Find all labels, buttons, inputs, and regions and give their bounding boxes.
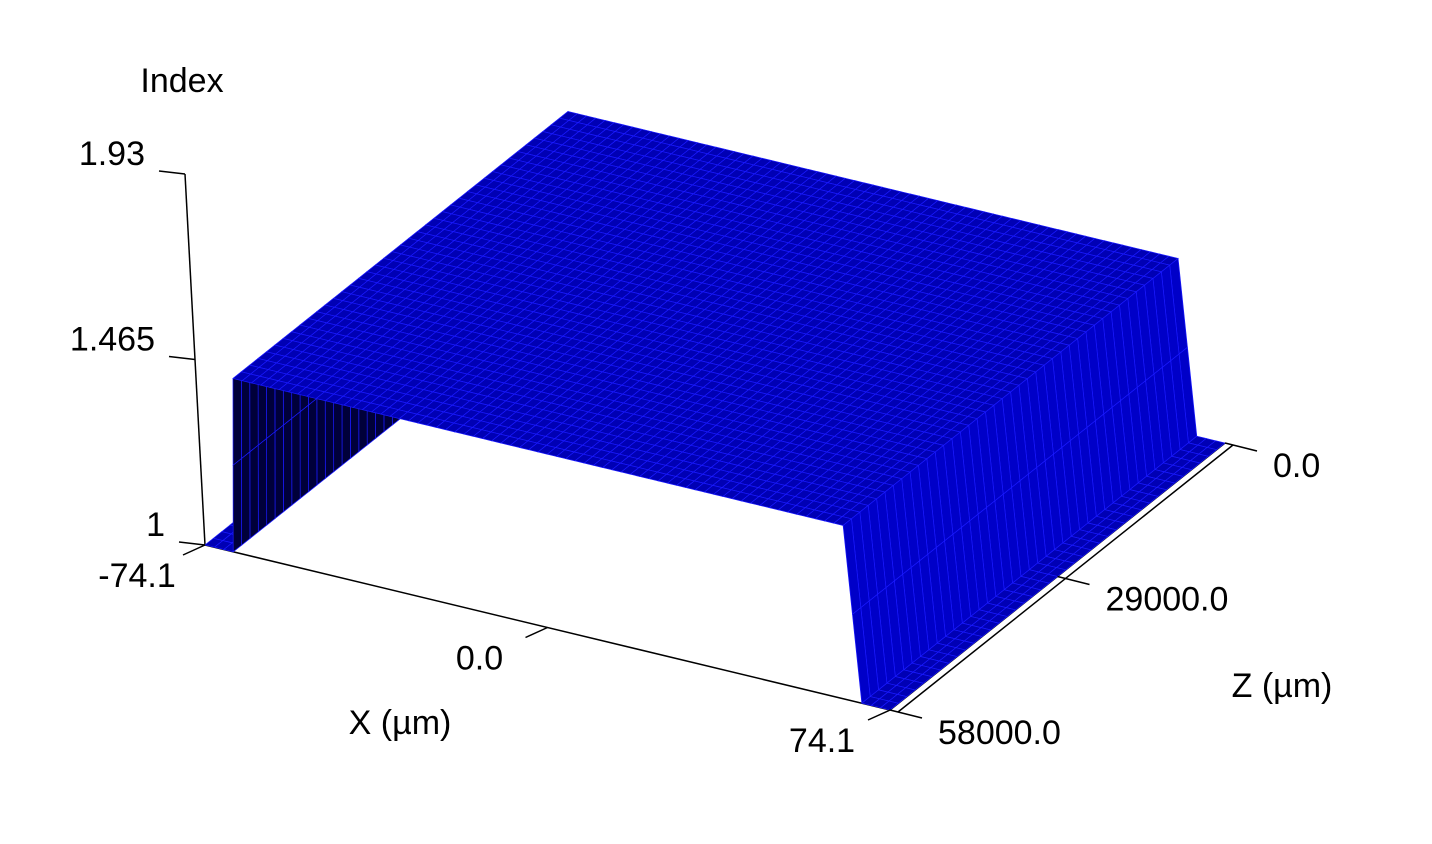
x-axis-title: X (µm) xyxy=(349,704,452,742)
y-tick-label: 1.465 xyxy=(70,320,155,358)
z-axis-title: Z (µm) xyxy=(1232,667,1333,705)
surface-cell xyxy=(274,424,284,520)
x-tick xyxy=(182,544,206,556)
surface-cell xyxy=(266,431,276,526)
surface-cell xyxy=(291,411,301,506)
y-tick-label: 1.93 xyxy=(79,135,145,173)
surface-cell xyxy=(282,417,293,513)
x-tick-label: 0.0 xyxy=(456,639,503,677)
y-axis-title: Index xyxy=(140,62,223,100)
surface-cell xyxy=(316,390,326,486)
x-tick xyxy=(867,709,891,721)
surface-cell xyxy=(299,404,309,500)
surface-cell xyxy=(308,397,318,493)
z-tick xyxy=(1224,442,1258,452)
x-tick xyxy=(525,626,548,639)
y-tick xyxy=(158,170,186,175)
surface-cell xyxy=(241,451,251,546)
x-tick-label: 74.1 xyxy=(789,722,855,760)
x-tick-label: -74.1 xyxy=(98,557,176,595)
surface-cell xyxy=(257,437,268,533)
surface-cell xyxy=(232,457,242,553)
z-tick xyxy=(1057,575,1090,586)
z-tick-label: 0.0 xyxy=(1273,447,1320,485)
y-tick-label: 1 xyxy=(146,506,165,544)
surface-cell xyxy=(232,371,242,466)
z-tick-label: 58000.0 xyxy=(938,714,1061,752)
y-tick xyxy=(178,541,206,546)
surface-cell xyxy=(249,444,259,540)
y-tick xyxy=(168,355,196,361)
z-tick-label: 29000.0 xyxy=(1106,580,1229,618)
z-tick xyxy=(889,709,923,719)
